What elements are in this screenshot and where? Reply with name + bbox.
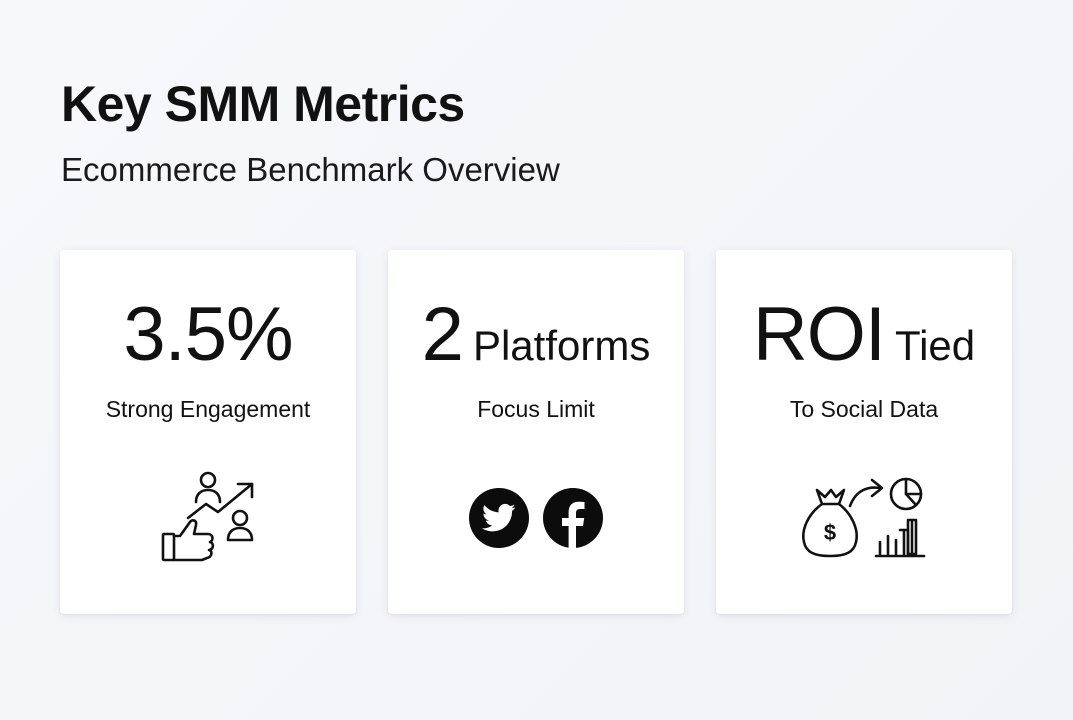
metric-value-suffix: Tied (894, 322, 976, 369)
engagement-growth-icon (60, 468, 356, 568)
metric-value: 3.5% (123, 292, 293, 377)
metric-value: 2 (421, 292, 464, 377)
twitter-icon (469, 488, 529, 548)
metric-card-roi: ROI Tied To Social Data $ (716, 250, 1012, 614)
page-subtitle: Ecommerce Benchmark Overview (61, 151, 560, 188)
metric-value-suffix: Platforms (472, 322, 651, 369)
metric-value-platforms: 2 Platforms (388, 290, 684, 380)
page-title: Key SMM Metrics (61, 76, 465, 132)
metric-value-roi: ROI Tied (716, 290, 1012, 380)
svg-text:$: $ (824, 520, 836, 545)
metric-card-engagement: 3.5% Strong Engagement (60, 250, 356, 614)
metric-label: Focus Limit (477, 396, 595, 422)
metric-value: ROI (752, 292, 886, 377)
social-icons (388, 468, 684, 568)
metric-label: Strong Engagement (105, 396, 311, 422)
facebook-icon (543, 488, 603, 548)
money-bag-analytics-icon: $ (716, 468, 1012, 568)
metric-label: To Social Data (789, 396, 939, 422)
metric-value-engagement: 3.5% (60, 290, 356, 380)
metric-card-platforms: 2 Platforms Focus Limit (388, 250, 684, 614)
